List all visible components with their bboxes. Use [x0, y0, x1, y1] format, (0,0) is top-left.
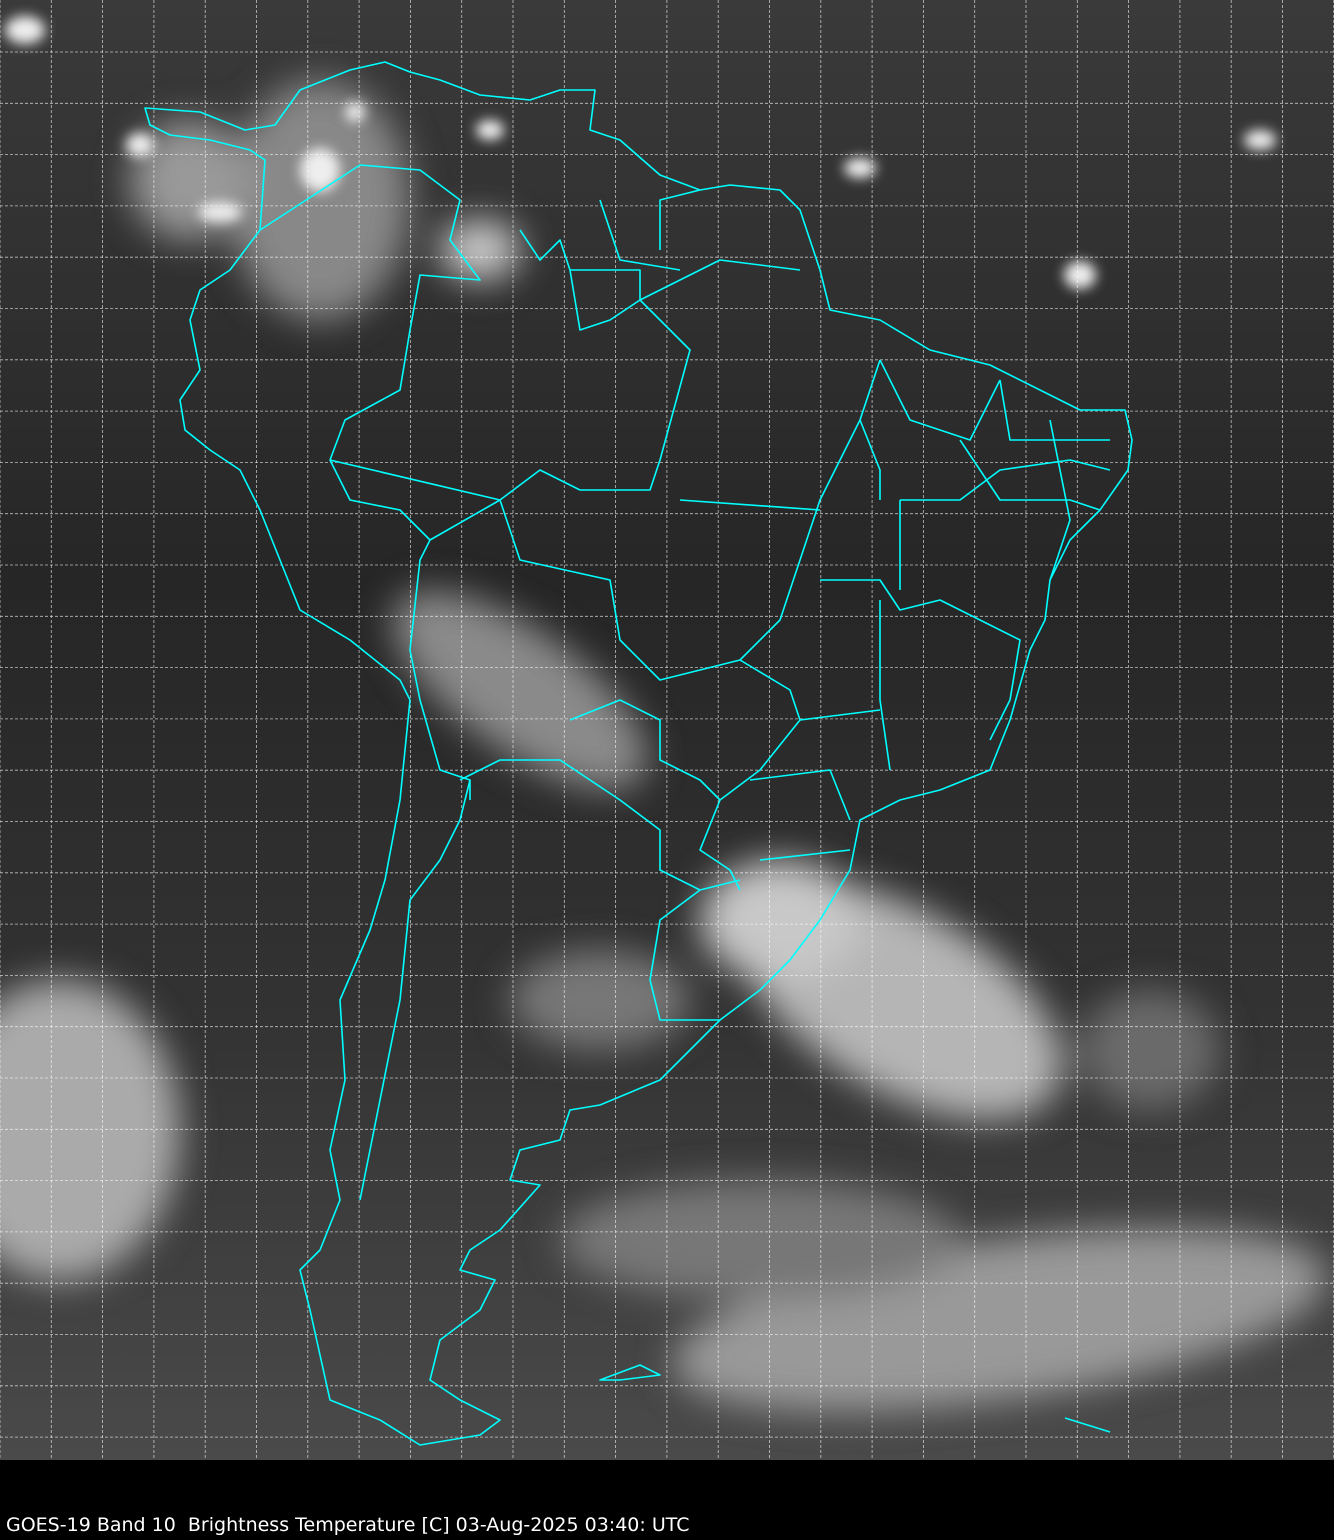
borders — [144, 61, 1133, 1446]
image-caption: GOES-19 Band 10 Brightness Temperature [… — [6, 1514, 690, 1536]
islands — [599, 1364, 1111, 1433]
lat-lon-grid — [0, 0, 1334, 1460]
bright-convection — [5, 16, 1276, 289]
south-america-coastline — [144, 61, 1133, 1446]
country-borders — [259, 164, 881, 1201]
state-borders — [749, 359, 1111, 861]
satellite-map — [0, 0, 1334, 1460]
